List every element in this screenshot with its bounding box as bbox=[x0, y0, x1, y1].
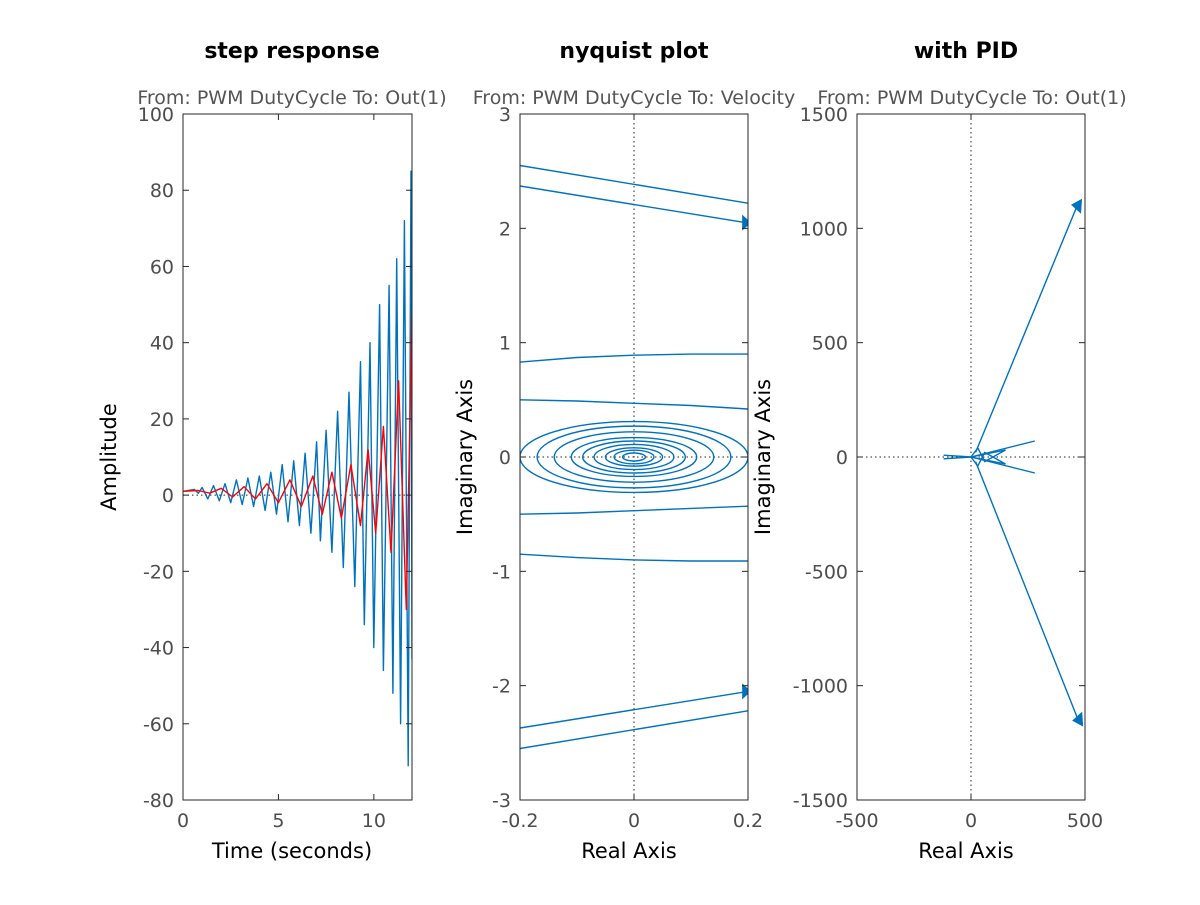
nyquist-loop-5 bbox=[593, 443, 675, 471]
series-line-0 bbox=[183, 170, 412, 767]
series-line-3 bbox=[520, 710, 748, 750]
nyquist-loop-3 bbox=[570, 436, 698, 478]
y-tick-label: 0 bbox=[499, 447, 511, 469]
series-line-4 bbox=[520, 353, 748, 363]
plot-area: 0 5 10 -80 -60 -40 -20 0 20 40 60 80 100 bbox=[138, 104, 413, 832]
y-tick-label: 3 bbox=[499, 104, 511, 126]
x-tick-label: 10 bbox=[362, 810, 386, 832]
chart-subtitle: From: PWM DutyCycle To: Velocity bbox=[473, 87, 796, 109]
chart-title: nyquist plot bbox=[559, 39, 709, 64]
nyquist-loop-1 bbox=[536, 425, 732, 489]
y-tick-label: -60 bbox=[143, 714, 174, 736]
y-tick-label: 80 bbox=[150, 180, 174, 202]
nyquist-loop-6 bbox=[604, 447, 664, 467]
with-pid-panel: with PID From: PWM DutyCycle To: Out(1) … bbox=[751, 39, 1127, 863]
series-line-2 bbox=[520, 690, 748, 729]
y-tick-label: 1500 bbox=[800, 104, 848, 126]
x-tick-label: 0 bbox=[965, 810, 977, 832]
y-tick-label: 1000 bbox=[800, 218, 848, 240]
y-tick-label: 60 bbox=[150, 256, 174, 278]
y-tick-label: -500 bbox=[805, 561, 848, 583]
y-tick-label: -1000 bbox=[793, 676, 848, 698]
series-line-0 bbox=[974, 202, 1079, 453]
series-line-1 bbox=[974, 461, 1079, 721]
x-axis-label: Time (seconds) bbox=[211, 839, 372, 863]
y-tick-label: 0 bbox=[162, 485, 174, 507]
x-tick-label: 500 bbox=[1067, 810, 1103, 832]
y-tick-label: 100 bbox=[138, 104, 174, 126]
y-tick-label: -3 bbox=[492, 790, 511, 812]
series-line-1 bbox=[183, 312, 412, 611]
nyquist-loop-2 bbox=[553, 431, 715, 483]
chart-title: with PID bbox=[914, 39, 1018, 64]
nyquist-loop-7 bbox=[613, 449, 655, 465]
nyquist-loop-0 bbox=[520, 420, 748, 494]
series-line-0 bbox=[520, 164, 748, 204]
nyquist-loop-8 bbox=[621, 452, 647, 462]
y-axis-label: Imaginary Axis bbox=[751, 379, 775, 535]
y-tick-label: -1500 bbox=[793, 790, 848, 812]
y-tick-label: 500 bbox=[812, 333, 848, 355]
series-line-5 bbox=[970, 451, 1006, 467]
y-tick-label: 20 bbox=[150, 409, 174, 431]
y-tick-label: -40 bbox=[143, 638, 174, 660]
series-line-6 bbox=[520, 399, 748, 410]
nyquist-loop-4 bbox=[582, 440, 687, 474]
direction-arrow-1 bbox=[1072, 711, 1084, 727]
x-tick-label: -0.2 bbox=[501, 810, 538, 832]
x-tick-label: 5 bbox=[272, 810, 284, 832]
series-line-5 bbox=[520, 553, 748, 562]
direction-arrow-1 bbox=[742, 683, 748, 700]
series-group bbox=[943, 198, 1084, 727]
chart-title: step response bbox=[204, 39, 379, 64]
series-line-4 bbox=[970, 447, 1006, 463]
plot-area: -500 0 500 -1500 -1000 -500 0 500 1000 1500 bbox=[793, 104, 1103, 832]
direction-arrow-0 bbox=[1071, 198, 1083, 214]
y-axis-label: Amplitude bbox=[97, 403, 121, 511]
x-tick-label: -500 bbox=[835, 810, 878, 832]
y-tick-label: 2 bbox=[499, 218, 511, 240]
y-tick-label: -1 bbox=[492, 561, 511, 583]
series-line-7 bbox=[520, 505, 748, 515]
chart-subtitle: From: PWM DutyCycle To: Out(1) bbox=[817, 87, 1126, 109]
axes-frame bbox=[182, 113, 413, 801]
y-tick-label: -2 bbox=[492, 676, 511, 698]
y-tick-label: 0 bbox=[836, 447, 848, 469]
step-response-panel: step response From: PWM DutyCycle To: Ou… bbox=[97, 39, 447, 863]
x-tick-label: 0 bbox=[177, 810, 189, 832]
y-tick-label: -80 bbox=[143, 790, 174, 812]
x-axis-label: Real Axis bbox=[581, 839, 677, 863]
x-tick-label: 0.2 bbox=[733, 810, 763, 832]
series-group bbox=[183, 170, 412, 767]
chart-subtitle: From: PWM DutyCycle To: Out(1) bbox=[137, 87, 446, 109]
x-axis-label: Real Axis bbox=[918, 839, 1014, 863]
y-axis-label: Imaginary Axis bbox=[453, 379, 477, 535]
y-tick-label: 40 bbox=[150, 333, 174, 355]
nyquist-plot-panel: nyquist plot From: PWM DutyCycle To: Vel… bbox=[453, 39, 795, 863]
y-tick-label: -20 bbox=[143, 561, 174, 583]
plot-area: -0.2 0 0.2 -3 -2 -1 0 1 2 3 bbox=[492, 104, 763, 832]
x-tick-label: 0 bbox=[628, 810, 640, 832]
series-line-1 bbox=[520, 185, 746, 224]
direction-arrow-0 bbox=[742, 214, 748, 231]
series-group bbox=[520, 164, 748, 750]
y-tick-label: 1 bbox=[499, 333, 511, 355]
